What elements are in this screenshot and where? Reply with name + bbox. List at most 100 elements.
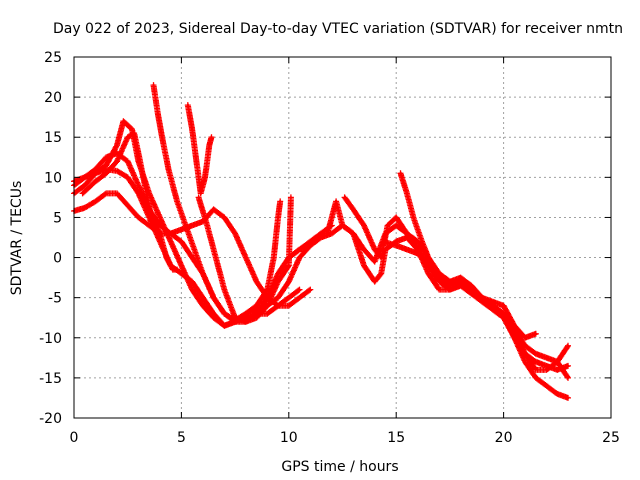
data-point <box>212 316 215 319</box>
data-point <box>212 296 215 299</box>
data-point <box>319 236 323 239</box>
x-tick-label: 25 <box>602 430 620 446</box>
data-point <box>362 248 366 251</box>
data-point <box>244 312 248 315</box>
data-point <box>437 288 441 291</box>
data-point <box>83 206 86 210</box>
data-point <box>201 272 205 275</box>
data-point <box>223 216 226 219</box>
data-point <box>94 180 97 183</box>
data-point <box>566 364 570 368</box>
y-tick-label: 25 <box>44 50 62 66</box>
data-point <box>502 304 505 307</box>
x-tick-label: 5 <box>177 430 186 446</box>
data-point <box>534 332 538 335</box>
data-point <box>459 280 462 283</box>
data-point <box>201 296 205 299</box>
data-point <box>83 176 86 179</box>
data-point <box>126 204 129 207</box>
data-point <box>105 192 108 195</box>
data-point <box>362 224 366 227</box>
data-point <box>545 384 548 388</box>
data-point <box>437 272 441 275</box>
chart-title: Day 022 of 2023, Sidereal Day-to-day VTE… <box>53 21 623 37</box>
data-point <box>326 232 329 235</box>
data-point <box>205 224 209 227</box>
y-tick-label: -20 <box>39 411 62 427</box>
data-point <box>223 312 226 315</box>
data-point <box>513 328 516 331</box>
data-point <box>373 248 376 251</box>
data-point <box>266 312 269 315</box>
data-point <box>287 296 290 299</box>
y-tick-label: -10 <box>39 331 62 347</box>
data-point <box>405 232 409 235</box>
series-markers <box>380 238 571 381</box>
series-track-6 <box>150 82 284 324</box>
data-point <box>115 160 119 163</box>
data-point <box>276 216 280 219</box>
data-point <box>233 232 237 235</box>
data-point <box>556 360 559 364</box>
data-point <box>420 240 424 243</box>
data-point <box>212 208 215 211</box>
series-track-7 <box>184 102 215 197</box>
data-point <box>184 224 187 227</box>
data-point <box>156 111 159 115</box>
data-point <box>416 248 419 251</box>
data-point <box>523 360 527 364</box>
data-point <box>175 268 179 271</box>
y-tick-label: -5 <box>48 291 62 307</box>
data-point <box>214 256 217 259</box>
data-point <box>276 272 280 275</box>
x-tick-label: 15 <box>387 430 405 446</box>
data-point <box>195 160 198 163</box>
data-point <box>199 192 202 195</box>
data-point <box>126 136 129 139</box>
data-point <box>556 392 559 396</box>
data-point <box>158 232 162 235</box>
data-point <box>427 264 430 267</box>
data-point <box>534 352 538 356</box>
data-point <box>210 136 213 139</box>
data-point <box>566 396 570 400</box>
series-track-5 <box>79 130 181 273</box>
data-point <box>343 196 346 199</box>
series-track-8 <box>195 194 294 325</box>
data-point <box>330 232 333 235</box>
y-tick-label: 15 <box>44 130 62 146</box>
data-point <box>448 284 452 287</box>
data-point <box>330 216 333 219</box>
data-point <box>276 304 280 307</box>
data-point <box>399 172 402 175</box>
data-point <box>255 304 258 307</box>
data-point <box>287 256 290 259</box>
data-point <box>395 240 398 243</box>
data-point <box>427 272 430 275</box>
data-point <box>491 304 495 307</box>
plot-border <box>73 56 612 419</box>
data-point <box>105 164 108 167</box>
series-layer <box>71 82 571 401</box>
data-point <box>298 248 301 251</box>
data-point <box>309 244 312 247</box>
data-point <box>379 272 383 275</box>
data-point <box>534 368 538 372</box>
data-point <box>362 264 366 267</box>
data-point <box>203 176 207 179</box>
series-markers <box>184 102 215 197</box>
data-point <box>566 376 570 380</box>
data-point <box>137 152 140 155</box>
series-markers <box>150 82 284 324</box>
data-point <box>545 356 548 360</box>
data-point <box>502 312 505 315</box>
data-point <box>545 368 548 372</box>
data-point <box>115 192 119 195</box>
series-track-13 <box>380 238 571 381</box>
y-tick-label: 10 <box>44 170 62 186</box>
x-axis-label: GPS time / hours <box>281 459 398 475</box>
data-point <box>126 160 129 163</box>
tick-labels: 0 5 10 15 20 25 -20 -15 -10 -5 0 5 10 15 20 25 <box>39 50 620 446</box>
x-tick-label: 10 <box>280 430 298 446</box>
